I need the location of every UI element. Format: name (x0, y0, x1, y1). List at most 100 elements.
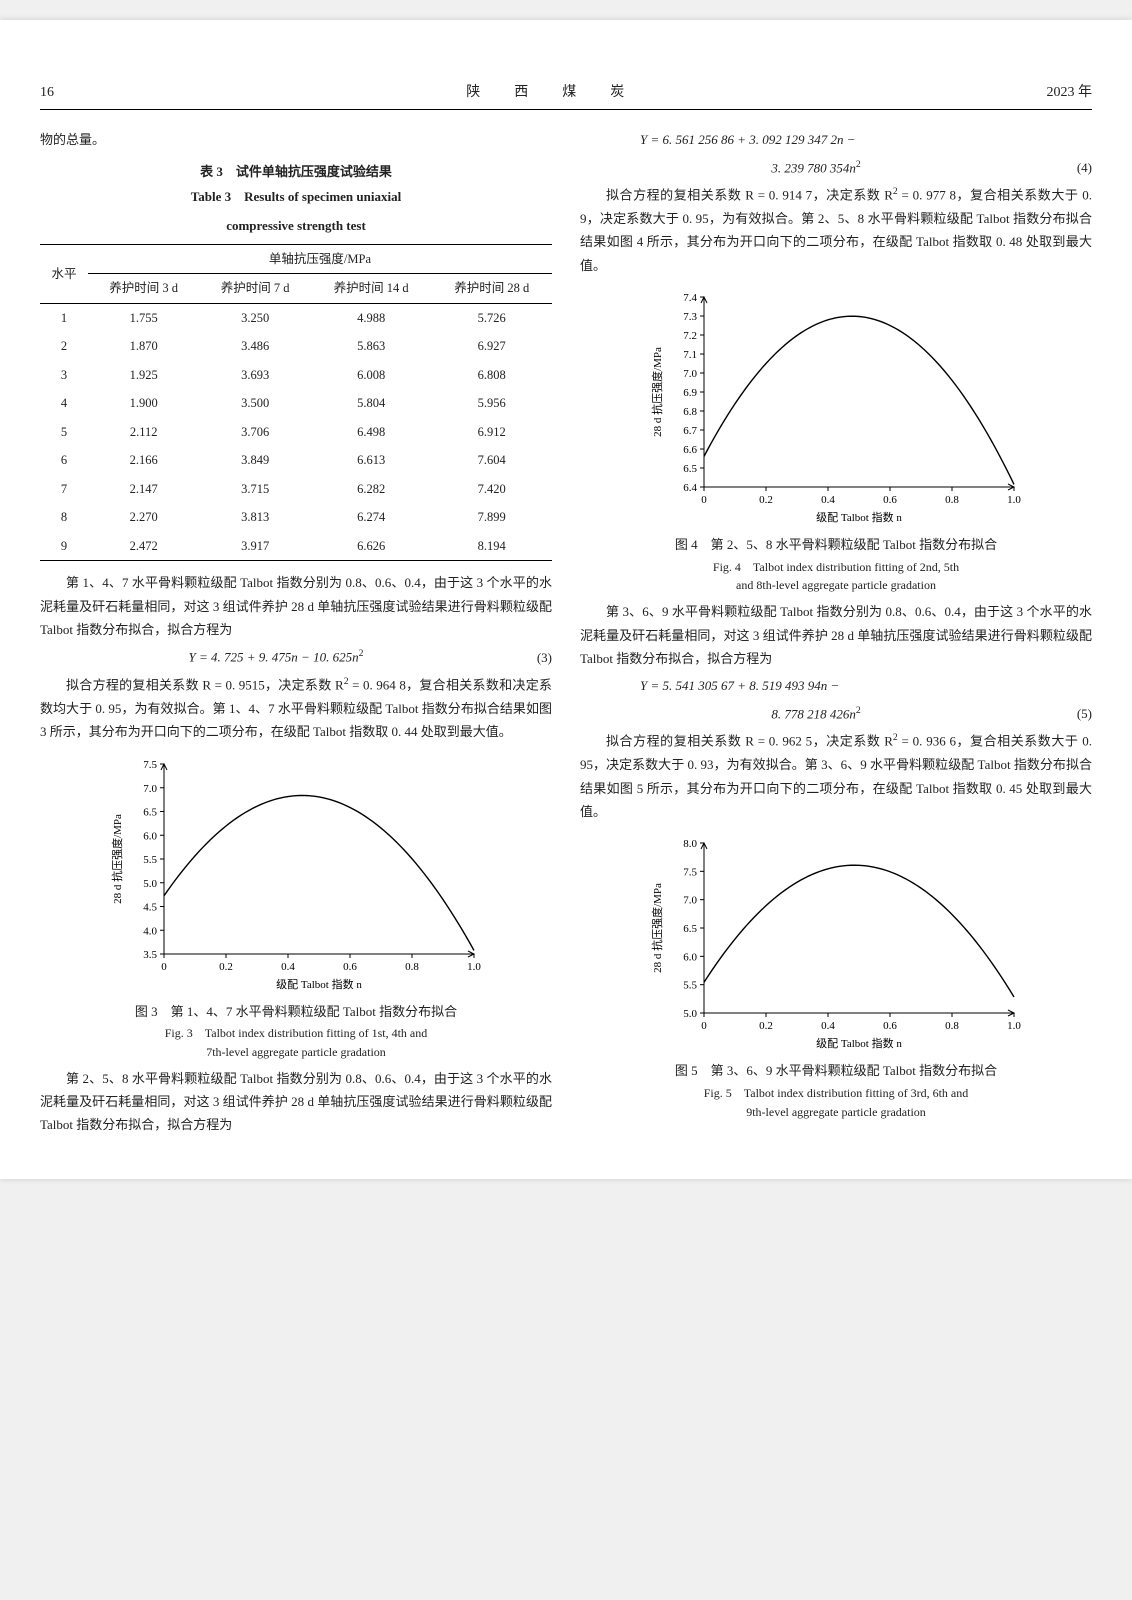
table3-cell: 1.755 (88, 303, 199, 332)
figure-4: 00.20.40.60.81.06.46.56.66.76.86.97.07.1… (580, 287, 1092, 594)
svg-text:级配 Talbot 指数 n: 级配 Talbot 指数 n (276, 977, 362, 991)
svg-text:4.0: 4.0 (143, 925, 157, 937)
table3-cell: 7.604 (431, 446, 552, 475)
eq5-body-1: Y = 5. 541 305 67 + 8. 519 493 94n − (640, 678, 839, 693)
para-147-fit: 拟合方程的复相关系数 R = 0. 9515，决定系数 R2 = 0. 964 … (40, 673, 552, 744)
para-e-1: 拟合方程的复相关系数 R = 0. 962 5，决定系数 R (606, 734, 893, 749)
table3-title-cn: 表 3 试件单轴抗压强度试验结果 (40, 160, 552, 183)
table3-cell: 3 (40, 361, 88, 390)
svg-text:6.5: 6.5 (683, 923, 697, 935)
table3-cell: 3.715 (199, 475, 310, 504)
running-header: 16 陕 西 煤 炭 2023 年 (40, 80, 1092, 110)
table3-cell: 6.808 (431, 361, 552, 390)
table3-cell: 7 (40, 475, 88, 504)
left-column: 物的总量。 表 3 试件单轴抗压强度试验结果 Table 3 Results o… (40, 128, 552, 1139)
fig5-caption-en-2: 9th-level aggregate particle gradation (580, 1104, 1092, 1121)
table3-cell: 3.917 (199, 532, 310, 561)
equation-4-line2: 3. 239 780 354n2 (4) (580, 156, 1092, 180)
svg-text:0.6: 0.6 (883, 494, 897, 506)
figure-4-chart: 00.20.40.60.81.06.46.56.66.76.86.97.07.1… (646, 287, 1026, 527)
table3-cell: 6 (40, 446, 88, 475)
eq5-number: (5) (1052, 702, 1092, 725)
para-147-intro: 第 1、4、7 水平骨料颗粒级配 Talbot 指数分别为 0.8、0.6、0.… (40, 571, 552, 641)
para-258-intro: 第 2、5、8 水平骨料颗粒级配 Talbot 指数分别为 0.8、0.6、0.… (40, 1067, 552, 1137)
table3-col-head: 养护时间 7 d (199, 274, 310, 304)
page-number: 16 (40, 80, 54, 105)
table3-cell: 6.613 (311, 446, 432, 475)
table3-cell: 5.726 (431, 303, 552, 332)
svg-text:1.0: 1.0 (1007, 494, 1021, 506)
svg-text:6.4: 6.4 (683, 482, 697, 494)
table3-cell: 6.927 (431, 332, 552, 361)
svg-text:6.0: 6.0 (143, 830, 157, 842)
svg-text:0.4: 0.4 (821, 1020, 835, 1032)
table3-cell: 8 (40, 503, 88, 532)
table3-cell: 5.956 (431, 389, 552, 418)
svg-text:28 d 抗压强度/MPa: 28 d 抗压强度/MPa (650, 347, 664, 437)
svg-text:6.6: 6.6 (683, 444, 697, 456)
svg-text:0.2: 0.2 (219, 961, 233, 973)
table3-cell: 3.500 (199, 389, 310, 418)
equation-5-line2: 8. 778 218 426n2 (5) (580, 702, 1092, 726)
table3-cell: 6.008 (311, 361, 432, 390)
table3-cell: 6.626 (311, 532, 432, 561)
svg-text:0: 0 (161, 961, 167, 973)
svg-text:7.2: 7.2 (683, 330, 697, 342)
svg-text:7.0: 7.0 (683, 368, 697, 380)
table3-cell: 7.420 (431, 475, 552, 504)
svg-text:0.2: 0.2 (759, 494, 773, 506)
table3-col-head: 养护时间 14 d (311, 274, 432, 304)
table3-cell: 3.486 (199, 332, 310, 361)
right-column: Y = 6. 561 256 86 + 3. 092 129 347 2n − … (580, 128, 1092, 1139)
svg-text:5.0: 5.0 (683, 1008, 697, 1020)
lead-in-text: 物的总量。 (40, 128, 552, 151)
svg-text:级配 Talbot 指数 n: 级配 Talbot 指数 n (816, 510, 902, 524)
eq5-body-2: 8. 778 218 426n (771, 706, 856, 721)
svg-text:0.4: 0.4 (281, 961, 295, 973)
table3-cell: 1 (40, 303, 88, 332)
fig4-caption-en-2: and 8th-level aggregate particle gradati… (580, 577, 1092, 594)
two-column-body: 物的总量。 表 3 试件单轴抗压强度试验结果 Table 3 Results o… (40, 128, 1092, 1139)
svg-text:7.5: 7.5 (143, 759, 157, 771)
equation-3: Y = 4. 725 + 9. 475n − 10. 625n2 (3) (40, 645, 552, 669)
table3-cell: 6.498 (311, 418, 432, 447)
svg-text:7.5: 7.5 (683, 867, 697, 879)
para-a2-1: 拟合方程的复相关系数 R = 0. 9515，决定系数 R (66, 677, 344, 692)
table3-cell: 1.870 (88, 332, 199, 361)
fig5-caption-cn: 图 5 第 3、6、9 水平骨料颗粒级配 Talbot 指数分布拟合 (580, 1059, 1092, 1082)
table3-title-en-2: compressive strength test (40, 214, 552, 237)
eq4-number: (4) (1052, 156, 1092, 179)
para-369-fit: 拟合方程的复相关系数 R = 0. 962 5，决定系数 R2 = 0. 936… (580, 729, 1092, 823)
svg-text:6.9: 6.9 (683, 387, 697, 399)
svg-text:级配 Talbot 指数 n: 级配 Talbot 指数 n (816, 1036, 902, 1050)
svg-text:0: 0 (701, 494, 707, 506)
table3-level-head: 水平 (40, 244, 88, 303)
table3-group-head: 单轴抗压强度/MPa (88, 244, 552, 274)
para-c-1: 拟合方程的复相关系数 R = 0. 914 7，决定系数 R (606, 188, 893, 203)
svg-text:1.0: 1.0 (467, 961, 481, 973)
table3-cell: 2 (40, 332, 88, 361)
table3-cell: 5.863 (311, 332, 432, 361)
svg-text:7.1: 7.1 (683, 349, 697, 361)
svg-text:8.0: 8.0 (683, 838, 697, 850)
fig3-caption-en-1: Fig. 3 Talbot index distribution fitting… (40, 1025, 552, 1042)
year: 2023 年 (1047, 80, 1093, 105)
equation-5-line1: Y = 5. 541 305 67 + 8. 519 493 94n − (580, 674, 1092, 697)
eq3-body: Y = 4. 725 + 9. 475n − 10. 625n (189, 650, 359, 665)
table3-title-en-1: Table 3 Results of specimen uniaxial (40, 185, 552, 208)
table3-cell: 3.250 (199, 303, 310, 332)
table3-cell: 3.706 (199, 418, 310, 447)
svg-text:6.5: 6.5 (683, 463, 697, 475)
svg-text:7.0: 7.0 (683, 895, 697, 907)
table3-cell: 1.925 (88, 361, 199, 390)
equation-4-line1: Y = 6. 561 256 86 + 3. 092 129 347 2n − (580, 128, 1092, 151)
svg-text:1.0: 1.0 (1007, 1020, 1021, 1032)
table3-cell: 2.112 (88, 418, 199, 447)
para-369-intro: 第 3、6、9 水平骨料颗粒级配 Talbot 指数分别为 0.8、0.6、0.… (580, 600, 1092, 670)
table3-cell: 2.270 (88, 503, 199, 532)
table3-cell: 3.813 (199, 503, 310, 532)
fig3-caption-en-2: 7th-level aggregate particle gradation (40, 1044, 552, 1061)
eq3-number: (3) (512, 646, 552, 669)
svg-text:0.8: 0.8 (945, 1020, 959, 1032)
figure-3: 00.20.40.60.81.03.54.04.55.05.56.06.57.0… (40, 754, 552, 1061)
